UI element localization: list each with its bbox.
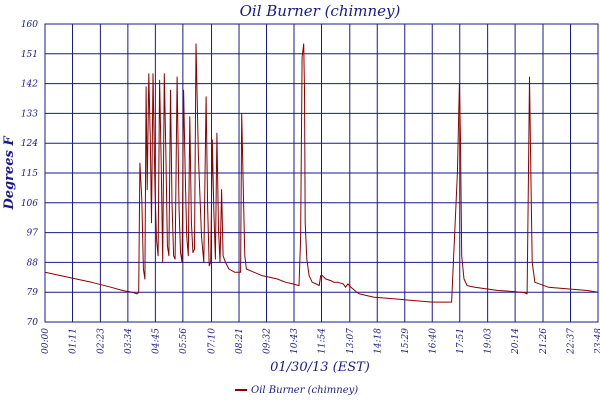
chart-title: Oil Burner (chimney) — [240, 2, 401, 20]
x-tick-label: 00:00 — [41, 328, 51, 354]
x-tick-label: 21:26 — [539, 328, 549, 355]
y-tick-label: 97 — [27, 229, 39, 239]
x-axis-label: 01/30/13 (EST) — [270, 360, 370, 375]
x-tick-label: 16:40 — [428, 328, 438, 354]
x-tick-label: 04:45 — [151, 328, 161, 354]
x-tick-label: 13:07 — [346, 328, 356, 354]
y-tick-labels: 70 79 88 97 106 115 124 133 142 151 160 — [21, 20, 38, 328]
y-tick-label: 124 — [21, 139, 38, 149]
x-tick-label: 19:03 — [484, 328, 494, 354]
x-tick-label: 02:23 — [96, 328, 106, 354]
legend-label: Oil Burner (chimney) — [251, 385, 358, 396]
legend: Oil Burner (chimney) — [235, 385, 358, 396]
y-tick-label: 133 — [21, 109, 38, 119]
x-tick-label: 15:29 — [401, 328, 411, 354]
y-tick-label: 70 — [27, 318, 39, 328]
y-tick-label: 151 — [21, 50, 38, 60]
x-tick-label: 07:10 — [208, 328, 218, 354]
grid — [44, 23, 599, 323]
y-tick-label: 106 — [21, 199, 38, 209]
series-layer — [44, 43, 599, 303]
y-tick-label: 79 — [27, 288, 39, 298]
y-tick-label: 160 — [21, 20, 38, 30]
x-tick-label: 01:11 — [68, 328, 78, 354]
x-tick-label: 14:18 — [373, 328, 383, 354]
x-tick-label: 17:51 — [456, 328, 466, 354]
x-tick-label: 03:34 — [124, 328, 134, 354]
x-tick-label: 23:48 — [594, 328, 600, 355]
series-line-oil-burner — [44, 43, 599, 303]
x-tick-label: 09:32 — [263, 328, 273, 354]
y-tick-label: 142 — [21, 80, 38, 90]
y-tick-label: 115 — [21, 169, 38, 179]
plot-border — [44, 23, 599, 323]
y-axis-label: Degrees F — [2, 136, 17, 211]
x-tick-label: 08:21 — [235, 328, 245, 354]
x-tick-label: 20:14 — [511, 328, 521, 355]
x-tick-label: 05:56 — [179, 328, 189, 354]
y-tick-label: 88 — [27, 258, 39, 268]
x-tick-label: 10:43 — [290, 328, 300, 354]
x-tick-label: 22:37 — [567, 328, 577, 355]
x-tick-labels: 00:00 01:11 02:23 03:34 04:45 05:56 07:10 08:21… — [41, 328, 600, 355]
x-tick-label: 11:54 — [318, 328, 328, 354]
